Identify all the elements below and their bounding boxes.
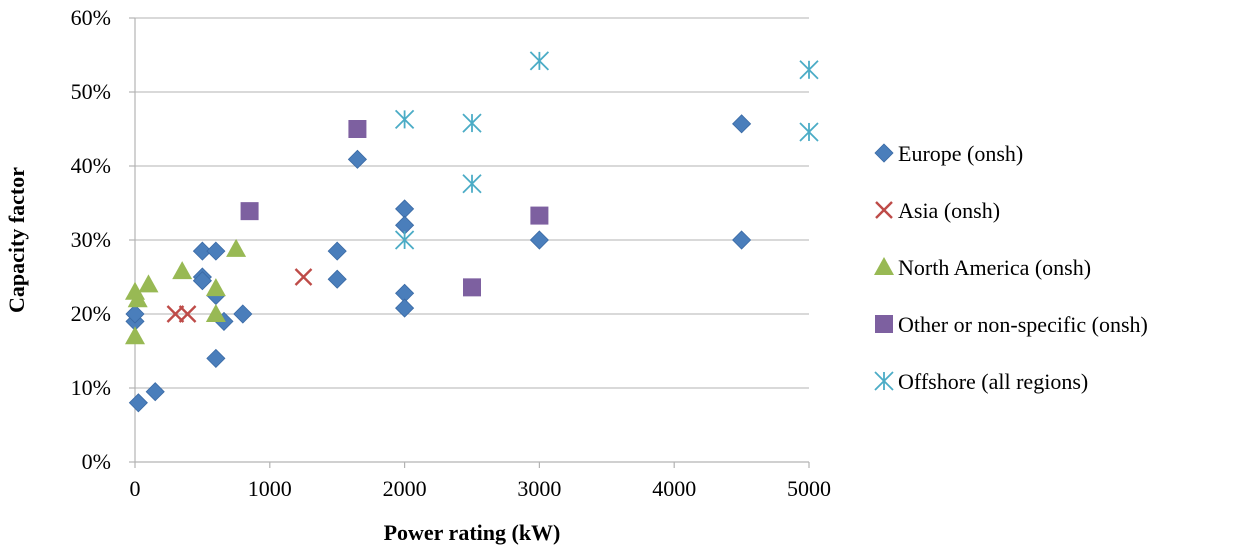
y-tick-label: 60% (71, 5, 111, 30)
y-tick-label: 10% (71, 375, 111, 400)
y-tick-label: 40% (71, 153, 111, 178)
data-point (125, 326, 145, 345)
legend-marker (874, 371, 894, 391)
data-point (178, 305, 197, 323)
x-tick-label: 0 (130, 476, 141, 501)
data-point (395, 298, 415, 318)
data-point (395, 199, 415, 219)
legend-label: Asia (onsh) (898, 198, 1000, 223)
data-point (530, 206, 549, 225)
legend-label: Europe (onsh) (898, 141, 1023, 166)
y-axis-title: Capacity factor (4, 167, 29, 313)
legend-label: Offshore (all regions) (898, 369, 1088, 394)
data-point (205, 278, 226, 297)
legend-marker (874, 143, 894, 163)
legend-item: Europe (onsh) (874, 141, 1023, 166)
data-point (226, 238, 247, 257)
data-point (125, 304, 145, 324)
data-point (172, 261, 193, 280)
data-point (327, 269, 347, 289)
legend-item: Asia (onsh) (875, 198, 1000, 223)
x-tick-label: 5000 (787, 476, 831, 501)
tick-labels: 0% 10% 20% 30% 40% 50% 60% 0 1000 2000 3000 4000 500… (71, 5, 831, 501)
data-point (128, 393, 148, 413)
data-point (327, 241, 347, 261)
data-point (463, 278, 481, 297)
x-axis-title: Power rating (kW) (384, 520, 561, 545)
legend-marker (875, 201, 893, 219)
y-tick-label: 20% (71, 301, 111, 326)
data-point (529, 51, 550, 71)
gridlines (135, 17, 809, 389)
data-point (145, 382, 165, 402)
legend-item: North America (onsh) (874, 255, 1091, 280)
data-point (240, 202, 259, 221)
data-points (125, 51, 819, 413)
data-point (394, 109, 415, 130)
x-tick-label: 1000 (248, 476, 292, 501)
x-tick-label: 2000 (383, 476, 427, 501)
data-point (138, 274, 159, 293)
data-point (347, 149, 367, 169)
data-point (206, 241, 226, 261)
legend-label: North America (onsh) (898, 255, 1091, 280)
data-point (206, 348, 226, 368)
data-point (799, 122, 819, 142)
data-point (529, 230, 549, 250)
axes (129, 17, 810, 468)
legend-label: Other or non-specific (onsh) (898, 312, 1148, 337)
data-point (294, 268, 313, 286)
data-point (348, 120, 367, 138)
legend: Europe (onsh) Asia (onsh) North America (o… (874, 141, 1148, 394)
data-point (127, 289, 148, 308)
data-point (462, 113, 482, 133)
legend-item: Other or non-specific (onsh) (875, 312, 1148, 337)
data-point (394, 230, 415, 250)
data-point (732, 114, 752, 134)
x-tick-label: 4000 (652, 476, 696, 501)
data-point (799, 60, 819, 80)
y-tick-label: 50% (71, 79, 111, 104)
y-tick-label: 30% (71, 227, 111, 252)
data-point (732, 230, 752, 250)
data-point (192, 271, 212, 291)
data-point (233, 304, 253, 324)
y-tick-label: 0% (82, 449, 111, 474)
data-point (192, 241, 212, 261)
legend-item: Offshore (all regions) (874, 369, 1088, 394)
x-tick-label: 3000 (517, 476, 561, 501)
data-point (205, 304, 226, 322)
legend-marker (874, 257, 894, 275)
data-point (462, 174, 482, 194)
legend-marker (875, 315, 893, 333)
